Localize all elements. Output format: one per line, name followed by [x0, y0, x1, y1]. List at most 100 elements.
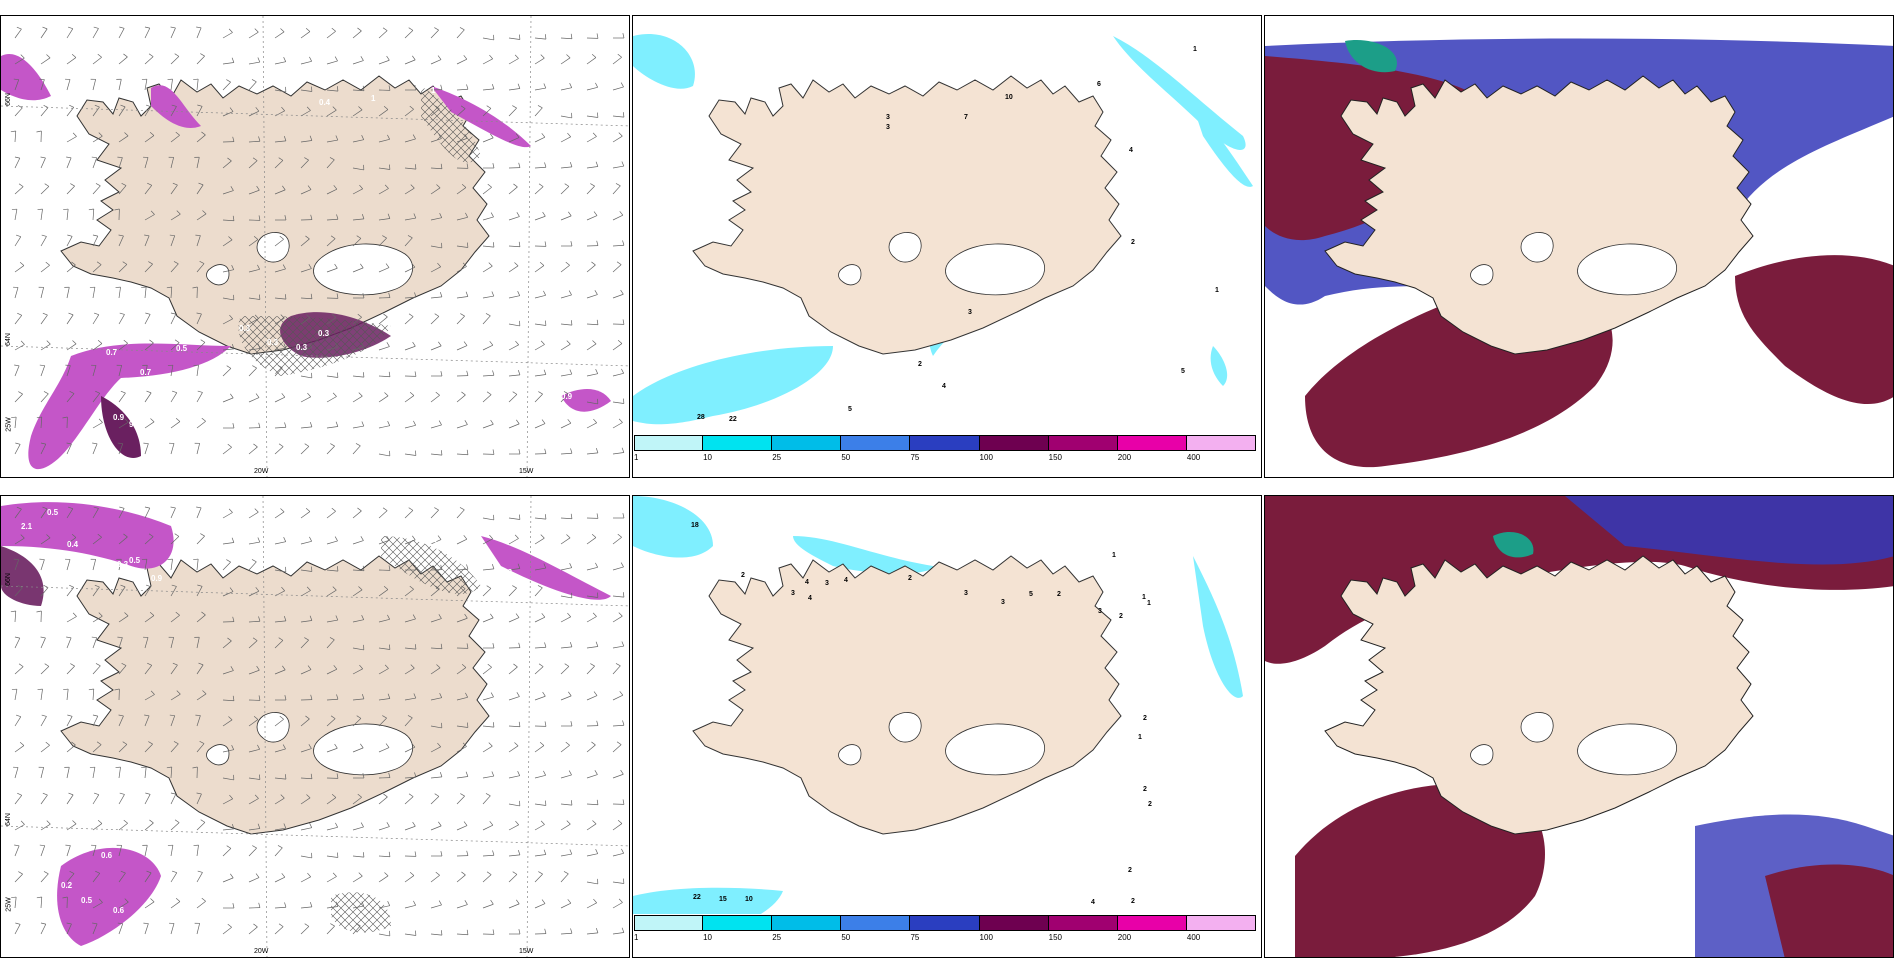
value-label: 5	[848, 406, 852, 413]
value-label: 2	[1119, 613, 1123, 620]
colorbar-segment	[772, 435, 841, 451]
value-label: 0.4	[67, 540, 78, 549]
value-label: 4	[844, 577, 848, 584]
colorbar-tick: 10	[703, 933, 712, 942]
value-label: 0.3	[216, 402, 227, 411]
value-label: 3	[968, 309, 972, 316]
colorbar-tick: 150	[1049, 933, 1062, 942]
value-label: 22	[693, 894, 701, 901]
value-label: 1	[1112, 552, 1116, 559]
colorbar-tick: 1	[634, 453, 638, 462]
value-label: 0.5	[426, 538, 437, 547]
value-label: 0.5	[176, 344, 187, 353]
value-label: 0.6	[113, 906, 124, 915]
value-label: 4	[808, 595, 812, 602]
colorbar-segment	[841, 435, 910, 451]
value-label: 0.2	[61, 881, 72, 890]
value-label: 2	[918, 361, 922, 368]
value-label: 2	[1128, 867, 1132, 874]
colorbar-tick: 150	[1049, 453, 1062, 462]
value-label: 0.9	[113, 413, 124, 422]
lon-label: 20W	[254, 948, 268, 955]
colorbar-segment	[634, 435, 703, 451]
iceland-land	[693, 76, 1121, 354]
value-label: 4	[1129, 147, 1133, 154]
hatch-area	[238, 316, 391, 376]
precip-area	[1211, 346, 1228, 386]
value-label: 0.6	[101, 851, 112, 860]
lat-label: 25W	[6, 897, 13, 911]
value-label: 2	[741, 572, 745, 579]
value-label: 5	[1029, 591, 1033, 598]
value-label: 3	[886, 114, 890, 121]
value-label: 4	[942, 383, 946, 390]
map-canvas	[633, 16, 1262, 478]
precip-area	[57, 848, 161, 946]
precip-area	[633, 34, 695, 89]
colorbar-segment	[1187, 435, 1256, 451]
colorbar-tick: 200	[1118, 453, 1131, 462]
colorbar-segment	[910, 435, 979, 451]
colorbar-tick: 25	[772, 933, 781, 942]
colorbar-tick: 25	[772, 453, 781, 462]
precip-area	[633, 346, 833, 424]
value-label: 3	[1098, 608, 1102, 615]
value-label: 0.9	[151, 574, 162, 583]
value-label: 3	[886, 124, 890, 131]
value-label: 10	[1005, 94, 1013, 101]
colorbar-tick: 50	[841, 453, 850, 462]
value-label: 4	[1091, 899, 1095, 906]
lon-label: 15W	[519, 468, 533, 475]
value-label: 2	[908, 575, 912, 582]
colorbar-segment	[1118, 915, 1187, 931]
value-label: 1	[1138, 734, 1142, 741]
value-label: 0.7	[106, 348, 117, 357]
value-label: 2	[1131, 239, 1135, 246]
value-label: 0.7	[140, 368, 151, 377]
value-label: 2	[1143, 715, 1147, 722]
colorbar-tick: 50	[841, 933, 850, 942]
colorbar-tick: 400	[1187, 933, 1200, 942]
value-label: 0.3	[267, 338, 278, 347]
precip-area	[1113, 36, 1246, 150]
value-label: 0.5	[129, 556, 140, 565]
map-canvas	[1265, 16, 1894, 478]
value-label: 0.3	[296, 343, 307, 352]
colorbar-tick: 1	[634, 933, 638, 942]
colorbar-segment	[1049, 435, 1118, 451]
map-panel-uwc-dini-isl-2: UWC/DINI ISL IT: 23.12.2022 18Z VT: Lau.…	[1264, 495, 1894, 958]
colorbar-tick: 400	[1187, 453, 1200, 462]
value-label: 2	[1131, 898, 1135, 905]
value-label: 3	[1001, 599, 1005, 606]
colorbar-segment	[772, 915, 841, 931]
value-label: 15	[719, 896, 727, 903]
value-label: 9.8	[129, 420, 140, 429]
precip-colorbar: 1 10 25 50 75 100 150 200 400	[633, 914, 1262, 958]
value-label: 0.9	[561, 392, 572, 401]
colorbar-tick: 75	[910, 453, 919, 462]
colorbar-segment	[1118, 435, 1187, 451]
value-label: 0.4	[319, 98, 330, 107]
value-label: 10	[745, 896, 753, 903]
lat-label: 66N	[5, 93, 12, 106]
high-cloud	[1765, 864, 1894, 958]
map-canvas	[633, 496, 1262, 958]
colorbar-tick: 100	[980, 933, 993, 942]
lon-label: 20W	[254, 468, 268, 475]
value-label: 3	[791, 590, 795, 597]
colorbar-segment	[841, 915, 910, 931]
value-label: 0.5	[47, 508, 58, 517]
value-label: 7	[964, 114, 968, 121]
value-label: 0.5	[81, 896, 92, 905]
colorbar-segment	[703, 435, 772, 451]
value-label: 18	[691, 522, 699, 529]
lon-label: 15W	[519, 948, 533, 955]
iceland-land	[61, 556, 489, 834]
colorbar-tick: 75	[910, 933, 919, 942]
colorbar-tick: 200	[1118, 933, 1131, 942]
